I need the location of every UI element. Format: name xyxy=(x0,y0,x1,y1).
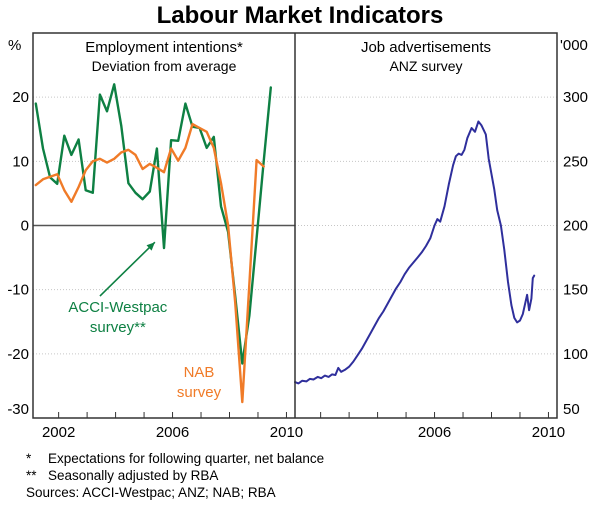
left-panel-subtitle: Deviation from average xyxy=(91,58,237,74)
footnote-text: Expectations for following quarter, net … xyxy=(48,451,325,466)
footnote-marker: * xyxy=(26,451,32,466)
y-axis-label: 20 xyxy=(12,89,29,106)
footnote-row: ** Seasonally adjusted by RBA xyxy=(26,467,324,484)
chart-title: Labour Market Indicators xyxy=(156,2,444,29)
y-axis-label: 250 xyxy=(563,153,588,170)
y-axis-label: 0 xyxy=(21,218,29,235)
y-axis-label: -20 xyxy=(7,346,29,363)
x-axis-label: 2006 xyxy=(156,424,189,441)
nab-label: survey xyxy=(177,384,222,401)
left-panel-header: Employment intentions* Deviation from av… xyxy=(33,39,295,75)
nab-survey-line xyxy=(34,122,265,404)
x-axis-label: 2010 xyxy=(270,424,303,441)
y-axis-label: -30 xyxy=(7,401,29,418)
footnote-text: Seasonally adjusted by RBA xyxy=(48,468,219,483)
footnotes: * Expectations for following quarter, ne… xyxy=(26,450,324,501)
y-axis-label: -10 xyxy=(7,282,29,299)
sources-text: Sources: ACCI-Westpac; ANZ; NAB; RBA xyxy=(26,485,276,500)
nab-label: NAB xyxy=(184,364,215,381)
acci-westpac-arrow-head xyxy=(146,242,155,251)
sources-row: Sources: ACCI-Westpac; ANZ; NAB; RBA xyxy=(26,484,324,501)
left-panel-title: Employment intentions* xyxy=(85,39,243,56)
footnote-marker: ** xyxy=(26,468,37,483)
left-axis-unit-label: % xyxy=(8,37,22,54)
x-axis-label: 2002 xyxy=(42,424,75,441)
right-axis-unit-label: '000 xyxy=(560,37,588,54)
acci-westpac-label: survey** xyxy=(90,319,146,336)
x-axis-label: 2010 xyxy=(532,424,565,441)
acci-westpac-label: ACCI-Westpac xyxy=(68,299,167,316)
y-axis-label: 300 xyxy=(563,89,588,106)
right-panel-subtitle: ANZ survey xyxy=(389,58,463,74)
right-panel-title: Job advertisements xyxy=(360,39,492,56)
y-axis-label: 50 xyxy=(563,401,580,418)
right-panel-header: Job advertisements ANZ survey xyxy=(295,39,557,75)
y-axis-label: 150 xyxy=(563,282,588,299)
y-axis-label: 100 xyxy=(563,346,588,363)
y-axis-label: 10 xyxy=(12,153,29,170)
anz-job-ads-line xyxy=(294,120,536,385)
y-axis-label: 200 xyxy=(563,218,588,235)
footnote-row: * Expectations for following quarter, ne… xyxy=(26,450,324,467)
x-axis-label: 2006 xyxy=(418,424,451,441)
acci-westpac-arrow xyxy=(99,241,156,297)
plot-border xyxy=(32,32,558,419)
